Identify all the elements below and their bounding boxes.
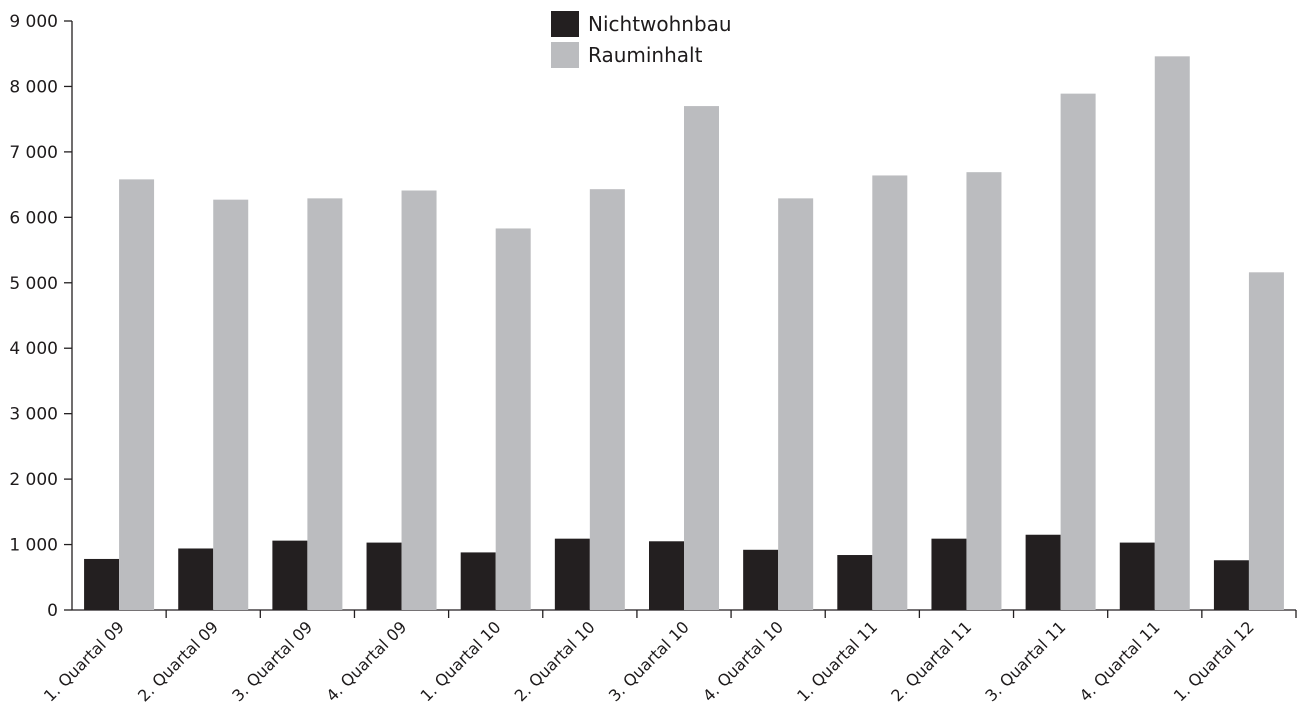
bar-rauminhalt (401, 190, 437, 611)
bar-rauminhalt (778, 198, 814, 611)
bar-rauminhalt (495, 228, 531, 610)
x-tick-label: 2. Quartal 09 (134, 617, 222, 705)
bar-rauminhalt (1060, 93, 1096, 611)
y-tick-label: 9 000 (9, 12, 58, 32)
y-tick-label: 8 000 (9, 77, 58, 97)
x-tick-label: 3. Quartal 10 (605, 617, 693, 705)
bar-nichtwohnbau (837, 555, 873, 610)
y-tick-label: 1 000 (9, 536, 58, 556)
x-tick-label: 1. Quartal 12 (1170, 617, 1258, 705)
bar-nichtwohnbau (743, 549, 779, 610)
bar-nichtwohnbau (1119, 542, 1155, 610)
bar-nichtwohnbau (366, 542, 402, 610)
bar-nichtwohnbau (1025, 534, 1061, 610)
y-tick-label: 3 000 (9, 405, 58, 425)
bar-nichtwohnbau (84, 558, 120, 610)
y-tick-label: 6 000 (9, 208, 58, 228)
legend-label-rauminhalt: Rauminhalt (588, 43, 703, 67)
bar-rauminhalt (872, 175, 908, 610)
x-tick-label: 4. Quartal 11 (1076, 617, 1164, 705)
bar-nichtwohnbau (1213, 560, 1249, 610)
x-tick-label: 1. Quartal 09 (40, 617, 128, 705)
x-tick-label: 1. Quartal 11 (793, 617, 881, 705)
bar-rauminhalt (589, 189, 625, 611)
bar-rauminhalt (684, 106, 719, 611)
x-tick-label: 4. Quartal 09 (322, 617, 410, 705)
legend-swatch-rauminhalt (551, 42, 579, 68)
bar-rauminhalt (119, 179, 155, 610)
y-tick-label: 5 000 (9, 274, 58, 294)
bar-nichtwohnbau (649, 541, 684, 610)
y-tick-label: 4 000 (9, 339, 58, 359)
bar-nichtwohnbau (931, 538, 967, 610)
bar-nichtwohnbau (460, 552, 496, 610)
x-tick-label: 4. Quartal 10 (699, 617, 787, 705)
bar-rauminhalt (213, 199, 249, 610)
legend: Nichtwohnbau Rauminhalt (551, 11, 732, 68)
bar-nichtwohnbau (272, 540, 308, 610)
bar-rauminhalt (307, 198, 343, 611)
bar-rauminhalt (966, 172, 1002, 610)
legend-swatch-nichtwohnbau (551, 11, 579, 37)
x-tick-label: 1. Quartal 10 (417, 617, 505, 705)
bars (84, 56, 1284, 611)
x-tick-label: 3. Quartal 09 (228, 617, 316, 705)
bar-nichtwohnbau (178, 548, 214, 610)
x-tick-label: 2. Quartal 10 (511, 617, 599, 705)
x-tick-label: 3. Quartal 11 (981, 617, 1069, 705)
y-tick-label: 0 (47, 601, 58, 621)
y-tick-label: 2 000 (9, 470, 58, 490)
bar-nichtwohnbau (554, 538, 590, 610)
x-tick-label: 2. Quartal 11 (887, 617, 975, 705)
y-tick-label: 7 000 (9, 143, 58, 163)
bar-rauminhalt (1248, 272, 1284, 610)
bar-rauminhalt (1154, 56, 1190, 610)
axes (64, 20, 1297, 618)
legend-label-nichtwohnbau: Nichtwohnbau (588, 12, 732, 36)
